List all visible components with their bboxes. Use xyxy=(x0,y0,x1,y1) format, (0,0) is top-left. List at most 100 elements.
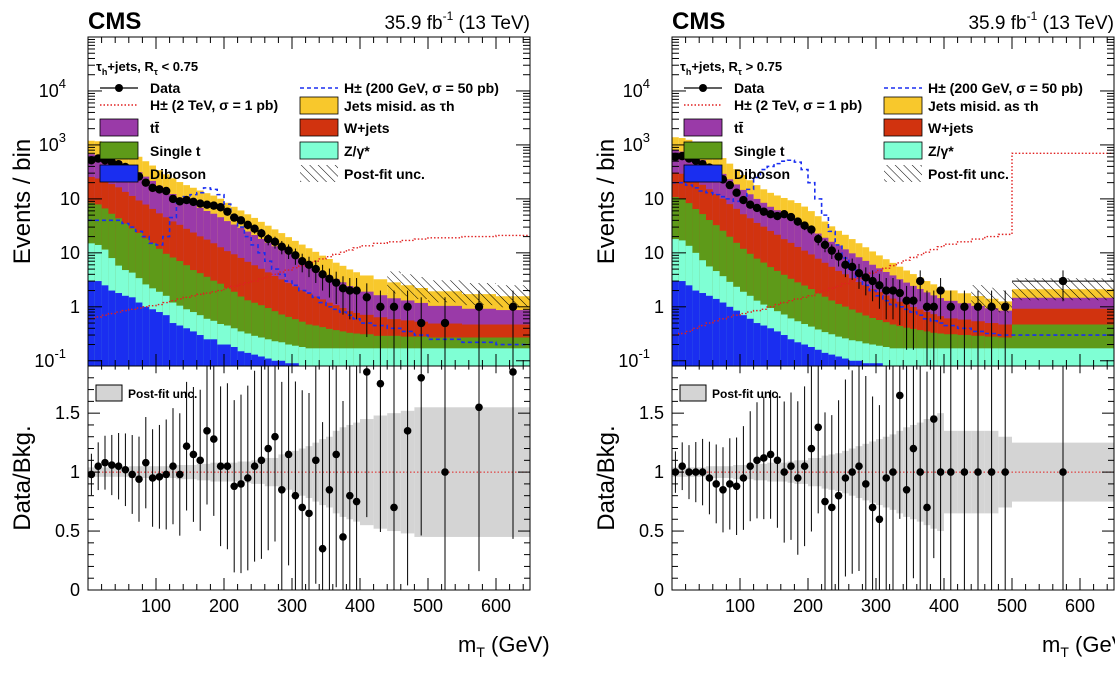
ratio-point xyxy=(848,468,856,476)
y-tick-label: 10-1 xyxy=(618,346,650,371)
ratio-point xyxy=(417,373,426,382)
bar-diboson xyxy=(699,293,706,366)
data-point xyxy=(141,178,150,187)
legend-label-dy: Z/γ* xyxy=(928,143,954,159)
lumi-energy: (13 TeV) xyxy=(1037,13,1114,34)
bar-singlet xyxy=(848,309,856,366)
data-point xyxy=(270,237,280,247)
x-tick-label: 500 xyxy=(413,596,443,616)
legend-swatch-singlet xyxy=(683,141,723,160)
bar-singlet xyxy=(862,315,870,366)
data-point xyxy=(786,212,796,222)
category-label: τh+jets, Rτ < 0.75 xyxy=(96,59,198,77)
bar-diboson xyxy=(876,363,883,366)
data-point xyxy=(216,203,225,212)
ratio-point xyxy=(787,462,795,471)
bar-singlet xyxy=(855,312,863,366)
y-tick-label: 1 xyxy=(70,297,80,317)
bar-dy xyxy=(353,348,360,366)
bar-dy xyxy=(1012,348,1114,366)
bar-diboson xyxy=(190,331,197,366)
ratio-frame xyxy=(671,365,1115,591)
bar-dy xyxy=(842,338,849,366)
legend-label-wjets: W+jets xyxy=(344,120,390,136)
data-point xyxy=(973,302,983,312)
ratio-point xyxy=(216,462,225,471)
data-point xyxy=(474,302,484,312)
ratio-point xyxy=(376,379,385,388)
bar-singlet xyxy=(332,330,340,366)
ratio-y-tick-label: 0.5 xyxy=(639,521,664,541)
category-cut: > 0.75 xyxy=(742,59,782,74)
bar-diboson xyxy=(251,354,258,366)
ratio-point xyxy=(244,474,252,482)
data-point xyxy=(882,286,891,295)
ratio-point xyxy=(834,491,843,500)
ratio-point xyxy=(94,462,102,471)
bar-singlet xyxy=(292,319,299,366)
bar-diboson xyxy=(210,339,218,366)
data-point xyxy=(311,264,320,274)
ratio-point xyxy=(142,458,150,467)
ratio-point xyxy=(237,480,245,488)
data-point xyxy=(250,224,259,233)
bar-dy xyxy=(264,339,272,366)
ratio-point xyxy=(760,454,768,462)
ratio-point xyxy=(114,462,123,471)
ratio-point xyxy=(403,427,412,435)
ratio-point xyxy=(189,450,198,459)
x-tick-label: 100 xyxy=(141,596,171,616)
y-tick-exp: -1 xyxy=(54,346,66,361)
category-mid: +jets, R xyxy=(691,59,738,74)
ratio-point xyxy=(862,480,870,488)
ratio-point xyxy=(298,503,307,512)
bar-diboson xyxy=(224,344,231,366)
data-point xyxy=(916,276,925,286)
ratio-point xyxy=(441,468,449,476)
bar-diboson xyxy=(733,310,740,366)
ratio-point xyxy=(257,456,266,465)
ratio-point xyxy=(264,444,273,453)
data-point xyxy=(820,240,830,250)
bar-dy xyxy=(278,342,286,366)
bar-diboson xyxy=(203,339,211,366)
legend-swatch-wjets xyxy=(883,118,923,137)
data-point xyxy=(389,302,399,312)
bar-dy xyxy=(876,345,883,366)
bar-diboson xyxy=(767,328,774,366)
bar-dy xyxy=(237,331,245,366)
x-tick-label: 100 xyxy=(725,596,755,616)
ratio-point xyxy=(930,415,938,423)
ratio-point xyxy=(291,491,300,500)
bar-diboson xyxy=(230,346,238,366)
ratio-point xyxy=(169,462,177,471)
bar-diboson xyxy=(835,356,842,366)
legend-label-diboson: Diboson xyxy=(150,166,206,182)
legend-label-diboson: Diboson xyxy=(734,166,790,182)
ratio-point xyxy=(800,462,809,471)
legend-label-signal-2tev: H± (2 TeV, σ = 1 pb) xyxy=(734,97,862,113)
bar-diboson xyxy=(828,354,836,366)
ratio-plot-area xyxy=(88,366,530,590)
bar-diboson xyxy=(760,325,768,366)
data-point xyxy=(403,302,412,312)
ratio-point xyxy=(1059,468,1067,476)
bar-diboson xyxy=(746,318,754,366)
data-point xyxy=(168,194,178,204)
bar-diboson xyxy=(685,285,693,366)
bar-dy xyxy=(285,344,292,366)
data-point xyxy=(759,207,768,216)
bar-singlet xyxy=(258,305,265,366)
ratio-point xyxy=(987,468,996,476)
ratio-point xyxy=(753,456,761,465)
ratio-legend-swatch xyxy=(679,384,707,402)
ratio-point xyxy=(101,458,109,467)
ratio-point xyxy=(868,503,877,512)
bar-diboson xyxy=(774,331,781,366)
bar-diboson xyxy=(726,306,734,366)
bar-diboson xyxy=(285,363,292,366)
bar-diboson xyxy=(787,339,795,366)
legend-swatch-wjets xyxy=(299,118,339,137)
data-point xyxy=(841,260,850,270)
